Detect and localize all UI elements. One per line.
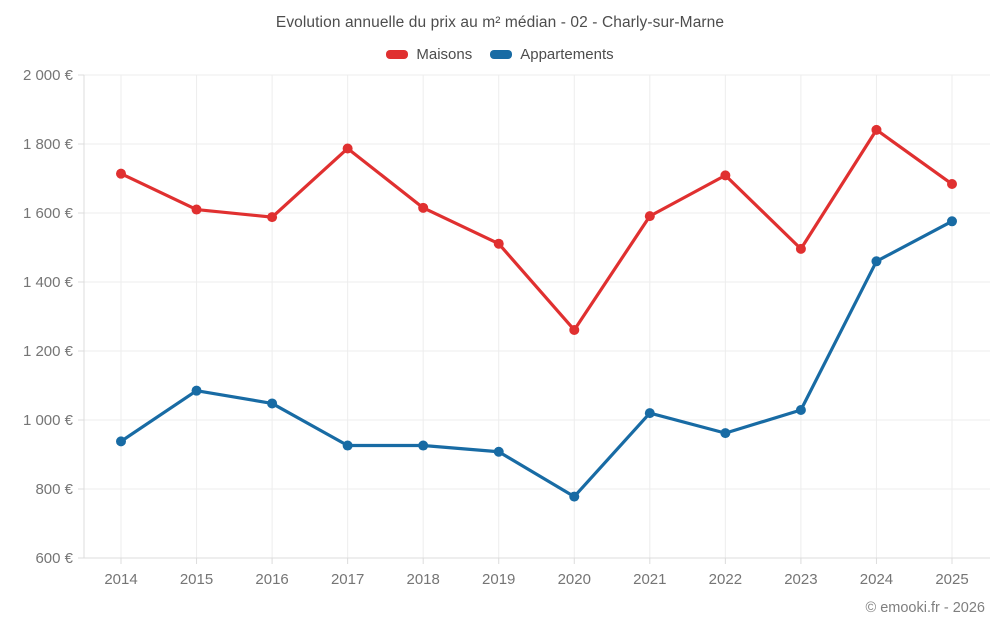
legend-item-maisons[interactable]: Maisons <box>386 46 472 63</box>
y-tick-label: 600 € <box>35 550 73 567</box>
x-tick-label: 2020 <box>558 571 591 588</box>
grid-horizontal-lines <box>84 74 990 559</box>
data-point-maisons-2018[interactable] <box>418 202 429 213</box>
data-point-appartements-2017[interactable] <box>342 440 353 451</box>
data-point-maisons-2023[interactable] <box>795 243 806 254</box>
x-tick-label: 2021 <box>633 571 666 588</box>
data-point-appartements-2025[interactable] <box>947 216 957 227</box>
legend-label-appartements: Appartements <box>520 46 614 63</box>
series-points-appartements[interactable] <box>116 216 957 502</box>
series-points-maisons[interactable] <box>116 124 957 335</box>
x-tick-label: 2025 <box>935 571 968 588</box>
x-axis-labels: 2014 2015 2016 2017 2018 2019 2020 2021 2022 2023… <box>104 571 968 588</box>
y-tick-label: 1 800 € <box>23 136 74 153</box>
data-point-appartements-2023[interactable] <box>795 404 806 415</box>
data-point-appartements-2024[interactable] <box>871 256 882 267</box>
chart-title: Evolution annuelle du prix au m² médian … <box>275 14 725 31</box>
data-point-appartements-2019[interactable] <box>493 446 504 457</box>
y-tick-label: 2 000 € <box>23 67 74 84</box>
data-point-appartements-2021[interactable] <box>644 408 655 419</box>
axes <box>78 74 990 564</box>
legend-swatch-appartements <box>490 50 513 59</box>
y-tick-label: 1 200 € <box>23 343 74 360</box>
data-point-maisons-2015[interactable] <box>191 204 202 215</box>
data-point-appartements-2022[interactable] <box>720 428 731 439</box>
x-tick-label: 2022 <box>709 571 742 588</box>
x-tick-label: 2018 <box>406 571 439 588</box>
y-tick-label: 1 000 € <box>23 412 74 429</box>
series-line-appartements <box>119 219 954 499</box>
x-tick-label: 2014 <box>104 571 137 588</box>
data-point-maisons-2025[interactable] <box>947 179 957 190</box>
x-tick-label: 2019 <box>482 571 515 588</box>
data-point-maisons-2016[interactable] <box>267 212 278 223</box>
x-tick-label: 2024 <box>860 571 893 588</box>
x-tick-label: 2023 <box>784 571 817 588</box>
y-tick-label: 800 € <box>35 481 73 498</box>
x-tick-label: 2015 <box>180 571 213 588</box>
data-point-maisons-2021[interactable] <box>644 211 655 222</box>
data-point-appartements-2018[interactable] <box>418 440 429 451</box>
y-axis-labels: 600 € 800 € 1 000 € 1 200 € 1 400 € 1 600 € 1 … <box>23 67 74 567</box>
data-point-maisons-2014[interactable] <box>116 168 126 179</box>
x-tick-label: 2016 <box>255 571 288 588</box>
y-tick-label: 1 600 € <box>23 205 74 222</box>
legend-swatch-maisons <box>386 50 409 59</box>
legend-item-appartements[interactable]: Appartements <box>490 46 614 63</box>
series-line-maisons <box>119 128 954 332</box>
data-point-maisons-2019[interactable] <box>493 238 504 249</box>
data-point-maisons-2020[interactable] <box>569 324 580 335</box>
grid-vertical-lines <box>120 75 953 558</box>
chart-legend: Maisons Appartements <box>0 46 1000 63</box>
data-point-maisons-2024[interactable] <box>871 124 882 135</box>
data-point-appartements-2016[interactable] <box>267 398 278 409</box>
y-tick-label: 1 400 € <box>23 274 74 291</box>
data-point-maisons-2017[interactable] <box>342 143 353 154</box>
x-tick-label: 2017 <box>331 571 364 588</box>
data-point-appartements-2015[interactable] <box>191 385 202 396</box>
data-point-appartements-2020[interactable] <box>569 491 580 502</box>
copyright-text: © emooki.fr - 2026 <box>865 600 985 616</box>
data-point-appartements-2014[interactable] <box>116 436 126 447</box>
legend-label-maisons: Maisons <box>416 46 473 63</box>
data-point-maisons-2022[interactable] <box>720 170 731 181</box>
